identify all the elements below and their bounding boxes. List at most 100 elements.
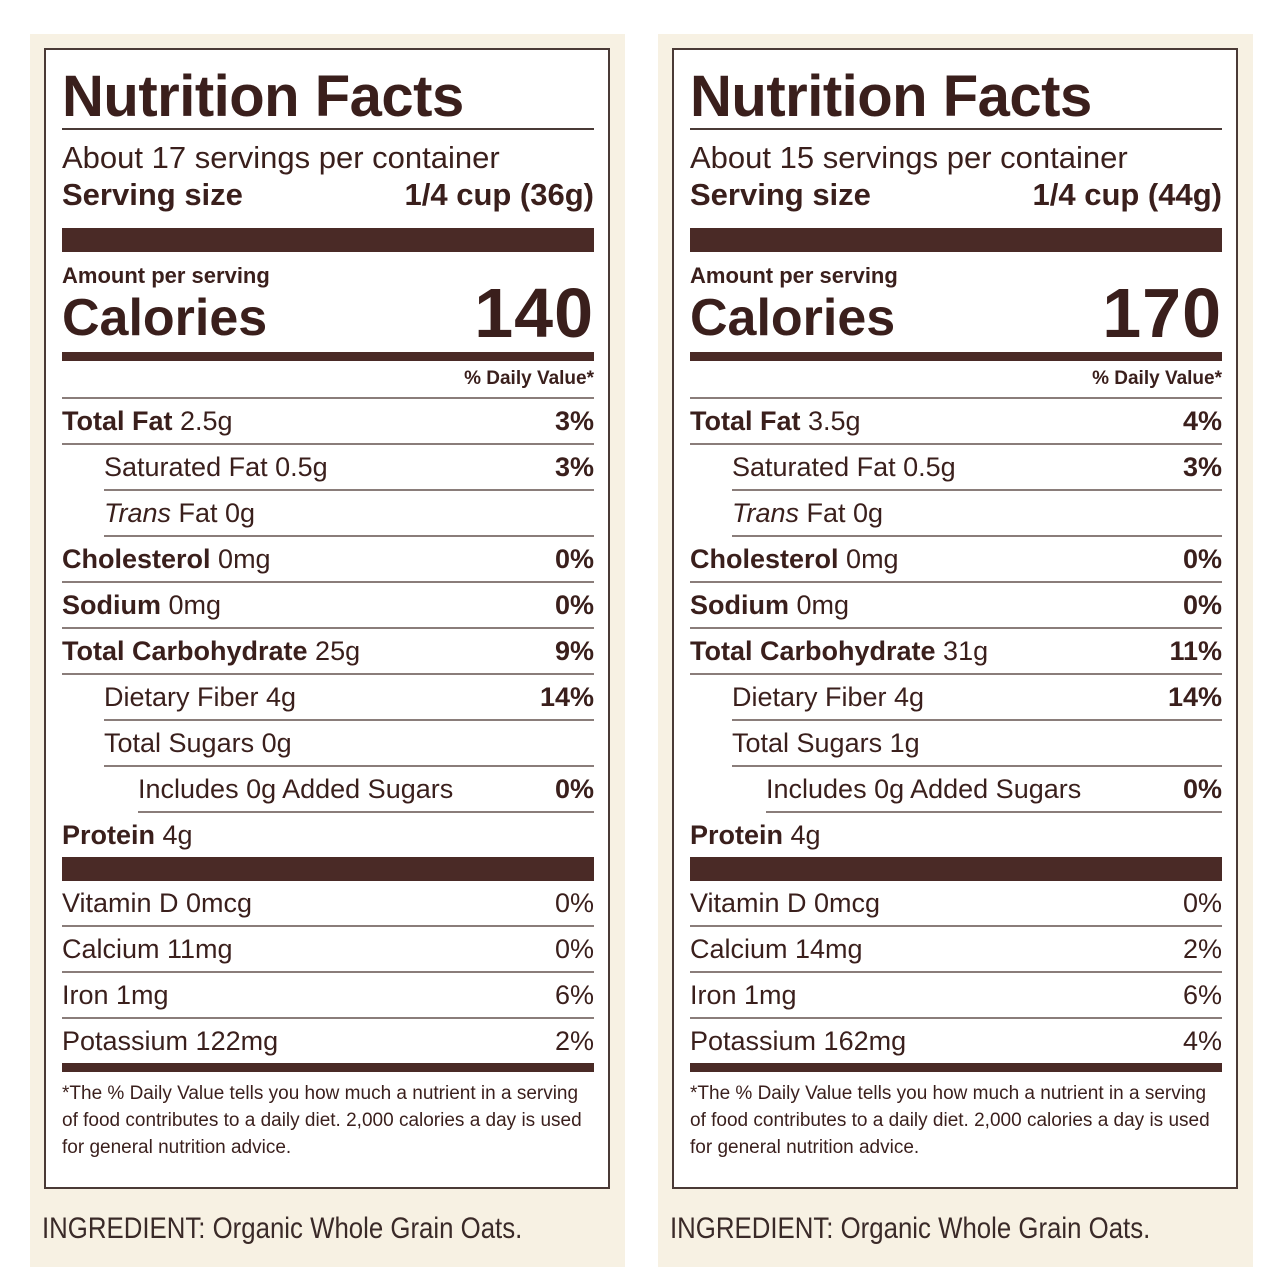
nutrient-name: Iron 1mg [690,979,797,1010]
nutrient-dv: 3% [554,405,594,436]
nutrient-row-calcium: Calcium 14mg 2% [690,927,1222,973]
serving-size-row: Serving size 1/4 cup (36g) [62,176,594,214]
nutrient-dv: 11% [1169,635,1222,666]
nutrient-row-trans-fat: Trans Fat 0g [104,491,594,537]
nutrient-row-potassium: Potassium 162mg 4% [690,1019,1222,1063]
nutrient-name: Total Carbohydrate [62,635,308,666]
nutrient-name: Cholesterol [62,543,211,574]
calories-value: 140 [474,274,594,352]
nutrient-name: Potassium 162mg [690,1025,907,1056]
servings-per-container: About 17 servings per container [62,140,500,175]
nutrient-row-potassium: Potassium 122mg 2% [62,1019,594,1063]
calories-row: Calories 140 [62,278,594,348]
nutrient-dv: 6% [1182,979,1222,1010]
nutrient-amount: 0mg [796,589,850,620]
nutrient-row-sodium: Sodium 0mg 0% [690,583,1222,629]
nutrient-name: Saturated Fat 0.5g [104,451,328,482]
heavy-divider [690,857,1222,881]
nutrient-dv: 14% [539,681,594,712]
servings-per-container: About 15 servings per container [690,140,1128,175]
nutrient-dv: 0% [554,773,594,804]
nutrient-name: Calcium 14mg [690,933,863,964]
heavy-divider [62,857,594,881]
nutrition-facts-label: Nutrition Facts About 17 servings per co… [44,48,610,1189]
nutrient-dv: 0% [1182,887,1222,918]
nutrient-name: Saturated Fat 0.5g [732,451,956,482]
calories-value: 170 [1102,274,1222,352]
nutrient-row-iron: Iron 1mg 6% [690,973,1222,1019]
nutrient-name: Fat 0g [806,497,884,528]
nutrient-name-italic: Trans [104,497,172,528]
medium-divider [690,352,1222,361]
label-title: Nutrition Facts [62,64,464,129]
nutrient-dv: 2% [1182,933,1222,964]
nutrient-dv: 2% [554,1025,594,1056]
calories-label: Calories [690,289,896,347]
nutrient-name: Includes 0g Added Sugars [138,773,454,804]
nutrient-row-total-fat: Total Fat 3.5g 4% [690,399,1222,445]
serving-size-row: Serving size 1/4 cup (44g) [690,176,1222,214]
nutrient-dv: 3% [1182,451,1222,482]
nutrient-dv: 0% [554,543,594,574]
nutrient-amount: 0mg [218,543,271,574]
nutrient-row-vitamin-d: Vitamin D 0mcg 0% [690,881,1222,927]
nutrient-name-italic: Trans [732,497,800,528]
amount-per-serving: Amount per serving [62,263,270,288]
nutrient-name: Vitamin D 0mcg [62,887,253,918]
nutrient-name: Sodium [62,589,161,620]
nutrient-row-cholesterol: Cholesterol 0mg 0% [62,537,594,583]
nutrient-dv: 3% [554,451,594,482]
nutrient-name: Calcium 11mg [62,933,233,964]
nutrient-row-trans-fat: Trans Fat 0g [732,491,1222,537]
nutrient-amount: 4g [790,819,821,850]
nutrient-name: Fat 0g [178,497,256,528]
amount-per-serving: Amount per serving [690,263,898,288]
nutrient-dv: 0% [1182,773,1222,804]
nutrient-name: Total Fat [690,405,801,436]
daily-value-footnote: *The % Daily Value tells you how much a … [690,1083,1210,1158]
nutrient-row-total-fat: Total Fat 2.5g 3% [62,399,594,445]
nutrient-amount: 3.5g [808,405,861,436]
nutrient-row-total-sugars: Total Sugars 1g [732,721,1222,767]
nutrient-name: Total Sugars 0g [104,727,292,758]
medium-divider [690,1063,1222,1072]
nutrient-amount: 0mg [168,589,222,620]
nutrient-dv: 0% [554,589,594,620]
nutrient-row-dietary-fiber: Dietary Fiber 4g 14% [104,675,594,721]
nutrient-dv: 4% [1182,405,1222,436]
nutrient-row-protein: Protein 4g [62,813,594,857]
nutrient-dv: 4% [1182,1025,1222,1056]
nutrient-dv: 0% [1182,589,1222,620]
label-title: Nutrition Facts [690,64,1092,129]
nutrient-amount: 2.5g [180,405,233,436]
serving-size-label: Serving size [62,177,243,212]
nutrient-name: Dietary Fiber 4g [732,681,925,712]
daily-value-header: % Daily Value* [62,361,594,399]
nutrient-row-added-sugars: Includes 0g Added Sugars 0% [138,767,594,813]
nutrient-name: Cholesterol [690,543,839,574]
heavy-divider [62,228,594,252]
nutrient-dv: 0% [554,887,594,918]
nutrition-panel-right: Nutrition Facts About 15 servings per co… [658,34,1253,1267]
daily-value-footnote: *The % Daily Value tells you how much a … [62,1083,582,1158]
nutrient-row-dietary-fiber: Dietary Fiber 4g 14% [732,675,1222,721]
nutrient-row-cholesterol: Cholesterol 0mg 0% [690,537,1222,583]
nutrient-row-total-carbohydrate: Total Carbohydrate 31g 11% [690,629,1222,675]
nutrient-row-iron: Iron 1mg 6% [62,973,594,1019]
nutrient-dv: 6% [554,979,594,1010]
nutrient-row-added-sugars: Includes 0g Added Sugars 0% [766,767,1222,813]
nutrient-dv: 14% [1167,681,1222,712]
nutrition-facts-label: Nutrition Facts About 15 servings per co… [672,48,1238,1189]
daily-value-header: % Daily Value* [690,361,1222,399]
nutrient-dv: 0% [1182,543,1222,574]
nutrient-row-sodium: Sodium 0mg 0% [62,583,594,629]
calories-row: Calories 170 [690,278,1222,348]
calories-label: Calories [62,289,268,347]
nutrient-row-saturated-fat: Saturated Fat 0.5g 3% [104,445,594,491]
nutrient-name: Includes 0g Added Sugars [766,773,1082,804]
nutrient-name: Total Fat [62,405,173,436]
nutrient-name: Protein [62,819,156,850]
nutrient-name: Total Sugars 1g [732,727,920,758]
medium-divider [62,352,594,361]
nutrient-row-saturated-fat: Saturated Fat 0.5g 3% [732,445,1222,491]
